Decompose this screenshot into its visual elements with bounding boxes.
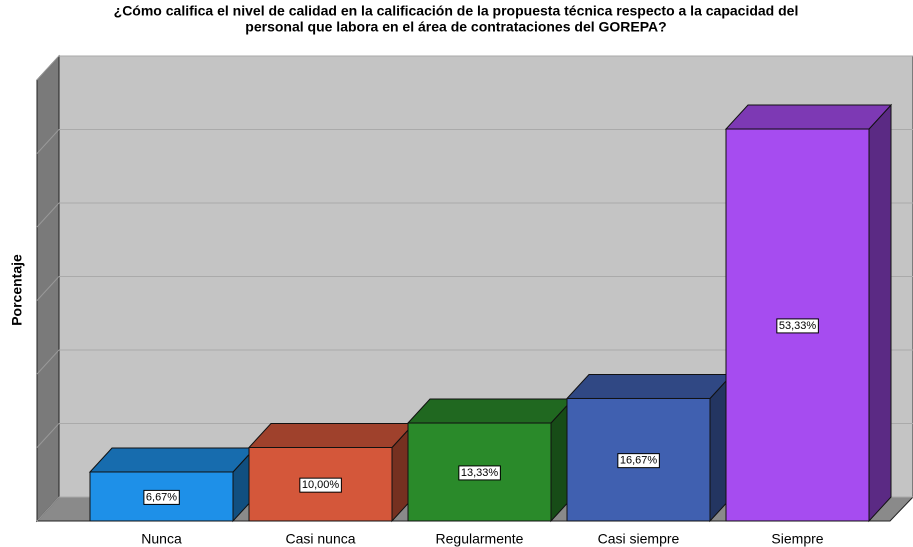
value-label-box (143, 489, 180, 505)
value-label: 10,00% (302, 479, 340, 491)
bar (565, 373, 734, 523)
value-label-box (776, 318, 819, 334)
x-tick-label: Casi siempre (598, 531, 680, 547)
grid-line (36, 129, 60, 154)
bar-top (247, 423, 416, 448)
bar (406, 397, 575, 523)
grid-line (36, 349, 60, 375)
x-tick-label: Nunca (141, 531, 182, 547)
bar-top (724, 104, 893, 130)
bar-side (868, 103, 892, 523)
x-tick-label: Siempre (771, 531, 823, 547)
grid-line (36, 55, 60, 81)
value-label-box (617, 453, 660, 469)
bar-top (88, 447, 257, 473)
chart-title: personal que labora en el área de contra… (245, 19, 666, 35)
x-tick-label: Regularmente (436, 531, 524, 547)
bar (247, 422, 416, 523)
grid-line (36, 496, 60, 522)
value-label-box (458, 465, 501, 481)
grid-line (36, 276, 60, 301)
value-label-box (299, 477, 342, 493)
value-label: 13,33% (461, 467, 499, 479)
bar-top (565, 373, 734, 399)
bar (88, 446, 257, 523)
value-label: 6,67% (146, 491, 177, 503)
grid-line (36, 423, 60, 448)
y-axis-label: Porcentaje (9, 254, 25, 326)
value-label: 53,33% (779, 320, 817, 332)
chart-title: ¿Cómo califica el nivel de calidad en la… (114, 3, 799, 19)
grid-line (36, 202, 60, 228)
x-tick-label: Casi nunca (285, 531, 355, 547)
value-label: 16,67% (620, 455, 658, 467)
bar (724, 103, 893, 523)
bar-top (406, 398, 575, 424)
